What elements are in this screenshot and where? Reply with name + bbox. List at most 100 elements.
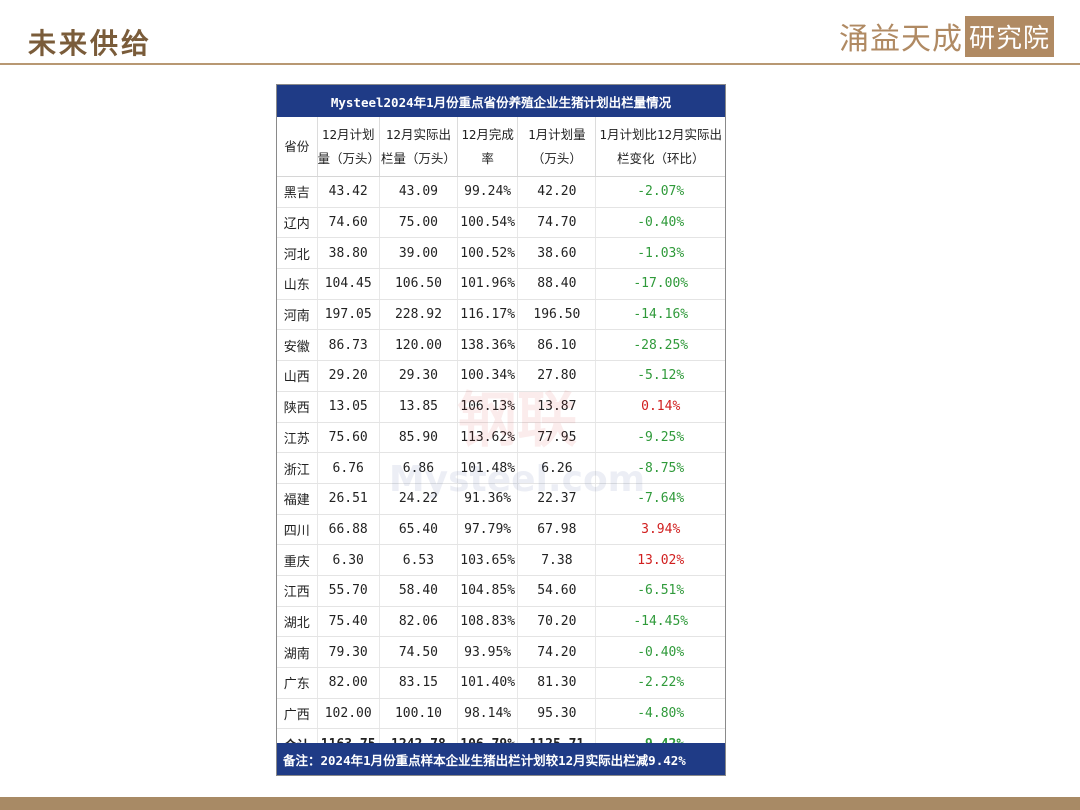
cell-province: 福建 — [277, 483, 318, 514]
cell-province: 四川 — [277, 514, 318, 545]
cell-province: 黑吉 — [277, 177, 318, 207]
cell-province: 江苏 — [277, 422, 318, 453]
cell-province: 广东 — [277, 668, 318, 698]
cell-dec-rate: 100.52% — [458, 238, 519, 269]
table-header-row: 省份 12月计划量（万头） 12月实际出栏量（万头） 12月完成率 1月计划量（… — [277, 117, 725, 177]
table-row: 黑吉 43.42 43.09 99.24% 42.20 -2.07% — [277, 177, 725, 208]
cell-jan-plan: 81.30 — [518, 668, 597, 698]
cell-change: 0.14% — [641, 399, 681, 415]
cell-change: -2.22% — [637, 675, 685, 691]
cell-dec-actual: 75.00 — [380, 207, 458, 238]
cell-jan-plan: 54.60 — [518, 575, 597, 606]
cell-dec-rate: 113.62% — [458, 422, 519, 453]
table-row: 重庆 6.30 6.53 103.65% 7.38 13.02% — [277, 545, 725, 576]
cell-dec-rate: 101.48% — [458, 453, 519, 483]
table-body: 钢联 Mysteel.com 黑吉 43.42 43.09 99.24% 42.20 -2… — [277, 177, 725, 761]
cell-change: -14.16% — [633, 307, 689, 323]
cell-dec-plan: 43.42 — [318, 177, 380, 207]
watermark-logo: 钢联 Mysteel.com — [389, 372, 645, 572]
cell-dec-plan: 86.73 — [318, 330, 380, 361]
cell-dec-actual: 43.09 — [380, 177, 458, 207]
table-row: 河北 38.80 39.00 100.52% 38.60 -1.03% — [277, 238, 725, 270]
cell-dec-plan: 13.05 — [318, 391, 380, 422]
cell-dec-rate: 101.40% — [458, 668, 519, 698]
cell-dec-plan: 104.45 — [318, 269, 380, 299]
cell-dec-plan: 74.60 — [318, 207, 380, 238]
cell-dec-rate: 99.24% — [458, 177, 519, 207]
table-row: 广东 82.00 83.15 101.40% 81.30 -2.22% — [277, 668, 725, 699]
cell-change: -4.80% — [637, 706, 685, 722]
col-header-dec-actual: 12月实际出栏量（万头） — [380, 117, 458, 176]
cell-change: -8.75% — [637, 460, 685, 476]
table-row: 陕西 13.05 13.85 106.13% 13.87 0.14% — [277, 391, 725, 423]
table-row: 广西 102.00 100.10 98.14% 95.30 -4.80% — [277, 698, 725, 730]
cell-jan-plan: 74.20 — [518, 637, 597, 667]
cell-dec-rate: 97.79% — [458, 514, 519, 545]
cell-dec-rate: 103.65% — [458, 545, 519, 575]
logo-text-badge: 研究院 — [964, 15, 1054, 57]
cell-jan-plan: 38.60 — [518, 238, 597, 269]
cell-change: 13.02% — [637, 552, 685, 568]
cell-dec-actual: 6.86 — [380, 453, 458, 483]
cell-province: 安徽 — [277, 330, 318, 361]
page-title: 未来供给 — [28, 27, 153, 60]
cell-province: 湖北 — [277, 606, 318, 637]
table-row: 河南 197.05 228.92 116.17% 196.50 -14.16% — [277, 299, 725, 331]
cell-jan-plan: 7.38 — [518, 545, 597, 575]
col-header-dec-rate: 12月完成率 — [458, 117, 519, 176]
cell-province: 重庆 — [277, 545, 318, 575]
cell-province: 江西 — [277, 575, 318, 606]
footer-bar — [0, 797, 1080, 810]
cell-dec-rate: 104.85% — [458, 575, 519, 606]
cell-province: 河南 — [277, 299, 318, 330]
cell-dec-rate: 101.96% — [458, 269, 519, 299]
cell-dec-plan: 26.51 — [318, 483, 380, 514]
cell-change: -7.64% — [637, 491, 685, 507]
cell-change: -9.25% — [637, 429, 685, 445]
table-row: 湖南 79.30 74.50 93.95% 74.20 -0.40% — [277, 637, 725, 668]
cell-jan-plan: 70.20 — [518, 606, 597, 637]
cell-change: -2.07% — [637, 184, 685, 200]
table-row: 浙江 6.76 6.86 101.48% 6.26 -8.75% — [277, 453, 725, 484]
cell-dec-actual: 58.40 — [380, 575, 458, 606]
cell-province: 山东 — [277, 269, 318, 299]
cell-dec-plan: 197.05 — [318, 299, 380, 330]
data-table: Mysteel2024年1月份重点省份养殖企业生猪计划出栏量情况 省份 12月计… — [276, 84, 726, 776]
cell-jan-plan: 6.26 — [518, 453, 597, 483]
cell-dec-plan: 6.76 — [318, 453, 380, 483]
watermark-cn: 钢联 — [457, 386, 577, 456]
cell-dec-plan: 102.00 — [318, 698, 380, 729]
cell-change: -17.00% — [633, 276, 689, 292]
table-row: 四川 66.88 65.40 97.79% 67.98 3.94% — [277, 514, 725, 546]
cell-dec-actual: 120.00 — [380, 330, 458, 361]
cell-dec-rate: 106.13% — [458, 391, 519, 422]
cell-change: -0.40% — [637, 644, 685, 660]
cell-change: -0.40% — [637, 215, 685, 231]
table-row: 湖北 75.40 82.06 108.83% 70.20 -14.45% — [277, 606, 725, 638]
cell-province: 广西 — [277, 698, 318, 729]
cell-change: 3.94% — [641, 521, 681, 537]
cell-dec-plan: 79.30 — [318, 637, 380, 667]
cell-dec-actual: 85.90 — [380, 422, 458, 453]
cell-jan-plan: 77.95 — [518, 422, 597, 453]
table-title: Mysteel2024年1月份重点省份养殖企业生猪计划出栏量情况 — [277, 85, 725, 117]
cell-dec-actual: 65.40 — [380, 514, 458, 545]
cell-dec-plan: 82.00 — [318, 668, 380, 698]
table-row: 福建 26.51 24.22 91.36% 22.37 -7.64% — [277, 483, 725, 515]
cell-dec-actual: 74.50 — [380, 637, 458, 667]
cell-province: 辽内 — [277, 207, 318, 238]
cell-change: -6.51% — [637, 583, 685, 599]
cell-change: -5.12% — [637, 368, 685, 384]
cell-dec-rate: 98.14% — [458, 698, 519, 729]
cell-jan-plan: 42.20 — [518, 177, 597, 207]
cell-dec-actual: 82.06 — [380, 606, 458, 637]
cell-dec-plan: 29.20 — [318, 361, 380, 391]
table-row: 江苏 75.60 85.90 113.62% 77.95 -9.25% — [277, 422, 725, 454]
col-header-dec-plan: 12月计划量（万头） — [318, 117, 380, 176]
cell-change: -28.25% — [633, 337, 689, 353]
cell-province: 河北 — [277, 238, 318, 269]
logo-text-main: 涌益天成 — [838, 22, 963, 57]
table-row: 辽内 74.60 75.00 100.54% 74.70 -0.40% — [277, 207, 725, 239]
cell-dec-plan: 66.88 — [318, 514, 380, 545]
cell-dec-rate: 91.36% — [458, 483, 519, 514]
